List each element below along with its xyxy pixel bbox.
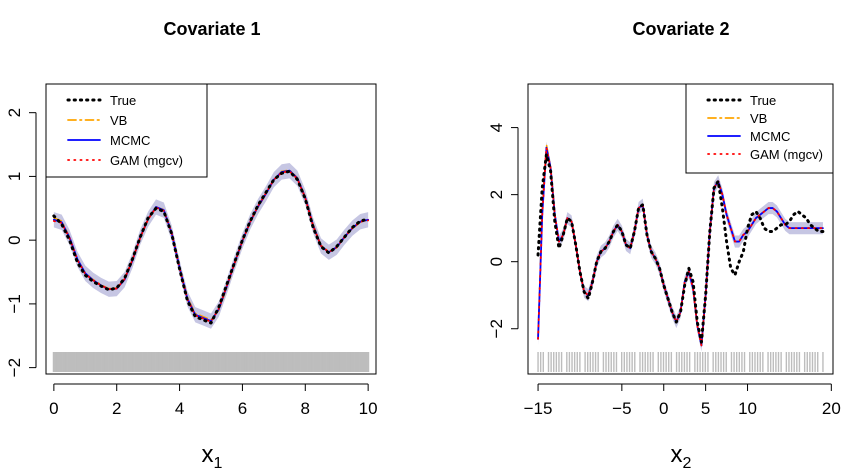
legend-label: GAM (mgcv) [110, 153, 183, 168]
legend-label: True [110, 93, 136, 108]
legend-label: VB [750, 111, 767, 126]
x-axis-label: x1 [202, 441, 223, 472]
y-tick-label: −2 [5, 358, 24, 377]
x-axis-label-subscript: 2 [683, 455, 692, 472]
y-tick-label: 0 [5, 235, 24, 244]
legend: True VB MCMC GAM (mgcv) [45, 83, 208, 178]
x-tick-label: 8 [301, 399, 310, 418]
y-tick-label: 1 [5, 172, 24, 181]
x-axis-label-base: x [671, 441, 683, 468]
x-tick-label: 10 [738, 399, 757, 418]
x-axis: 0 2 4 6 8 10 [49, 383, 378, 418]
x-tick-label: 6 [238, 399, 247, 418]
x-tick-label: −15 [524, 399, 553, 418]
x-tick-label: −5 [612, 399, 631, 418]
y-tick-label: −2 [487, 319, 506, 338]
y-tick-label: 2 [5, 108, 24, 117]
chart-title: Covariate 2 [632, 19, 729, 39]
rug-marks [537, 352, 824, 372]
x-tick-label: 2 [112, 399, 121, 418]
legend-label: MCMC [750, 129, 790, 144]
series-line-true [536, 152, 825, 344]
x-tick-label: 20 [822, 399, 841, 418]
legend-label: MCMC [110, 133, 150, 148]
y-axis: −2 0 2 4 [487, 123, 519, 338]
series-lines [536, 143, 825, 347]
y-axis: −2 −1 0 1 2 [5, 108, 37, 377]
y-tick-label: 2 [487, 190, 506, 199]
x-axis: −15 −5 0 5 10 20 [524, 383, 841, 418]
y-tick-label: −1 [5, 294, 24, 313]
x-axis-label: x2 [671, 441, 692, 472]
legend-label: VB [110, 113, 127, 128]
x-axis-label-subscript: 1 [214, 455, 223, 472]
rug-marks [52, 352, 370, 372]
x-tick-label: 5 [701, 399, 710, 418]
x-tick-label: 0 [49, 399, 58, 418]
legend-label: GAM (mgcv) [750, 147, 823, 162]
plot-frame [45, 83, 377, 375]
x-tick-label: 4 [175, 399, 184, 418]
legend: True VB MCMC GAM (mgcv) [685, 83, 834, 174]
plot-frame [527, 83, 834, 375]
legend-box [685, 83, 834, 174]
x-tick-label: 10 [359, 399, 378, 418]
x-tick-label: 0 [659, 399, 668, 418]
chart-title: Covariate 1 [163, 19, 260, 39]
series-lines [52, 169, 370, 325]
y-tick-label: 0 [487, 257, 506, 266]
y-tick-label: 4 [487, 123, 506, 132]
series-line-true [52, 169, 370, 325]
legend-label: True [750, 93, 776, 108]
x-axis-label-base: x [202, 441, 214, 468]
